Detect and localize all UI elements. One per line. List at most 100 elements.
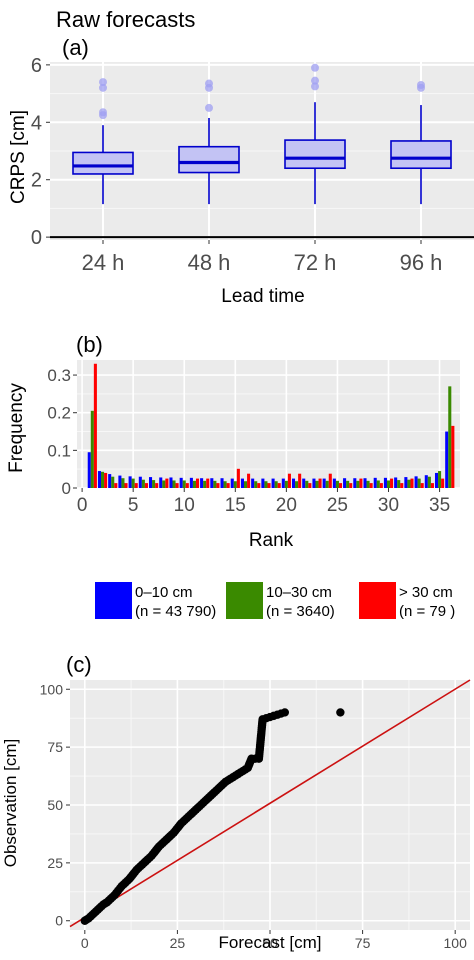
panel-b-bar: [138, 476, 142, 488]
panel-a-outlier: [205, 103, 213, 112]
panel-b-bars: [87, 363, 455, 488]
panel-b-bar: [149, 477, 153, 488]
panel-b-bar: [159, 477, 163, 488]
legend-entry-label: 0–10 cm: [135, 584, 193, 601]
panel-b-bar: [254, 481, 258, 488]
panel-b-bar: [124, 483, 128, 488]
panel-c-xtick-label: 100: [444, 935, 468, 951]
panel-c-y-axis-label: Observation [cm]: [1, 739, 20, 868]
panel-b-bar: [155, 483, 159, 488]
panel-b-bar: [240, 478, 244, 488]
panel-b-bar: [376, 480, 380, 488]
panel-a-box: [284, 139, 346, 170]
panel-b-bar: [172, 480, 176, 488]
panel-a-ytick-label: 0: [31, 227, 42, 249]
panel-b-xtick-label: 20: [276, 495, 297, 516]
panel-c-ytick-label: 100: [40, 681, 64, 697]
panel-b-xtick-label: 5: [128, 495, 139, 516]
panel-b-bar: [175, 483, 179, 488]
panel-b-bar: [134, 483, 138, 488]
panel-b-bar: [182, 480, 186, 488]
panel-c-scatter: 0 25 50 75 100 0 25 50 75 100: [40, 679, 471, 951]
panel-b-bar: [332, 478, 336, 488]
panel-b-x-ticks: 0 5 10 15 20 25 30 35: [77, 488, 450, 516]
panel-a-ytick-label: 4: [31, 112, 42, 134]
panel-b-bar: [373, 477, 377, 488]
panel-b-bar: [359, 478, 363, 488]
panel-b-bar: [451, 425, 455, 488]
panel-b-bar: [312, 478, 316, 488]
panel-b-background: [77, 360, 460, 488]
panel-b-bar: [295, 481, 299, 488]
panel-b-bar: [216, 483, 220, 488]
panel-a-outlier: [99, 108, 107, 117]
panel-b-bar: [192, 480, 196, 488]
panel-b-bar: [277, 483, 281, 488]
panel-b-bar: [108, 474, 112, 488]
panel-b-bar: [141, 479, 145, 488]
panel-b-bar: [356, 480, 360, 488]
legend-entry-label: (n = 3640): [266, 603, 335, 620]
panel-b-legend: 0–10 cm (n = 43 790) 10–30 cm (n = 3640) > 3…: [95, 582, 455, 620]
panel-b-bar: [386, 480, 391, 488]
panel-b-bar: [206, 478, 210, 488]
panel-b-bar: [394, 477, 398, 488]
panel-b-bar: [305, 480, 309, 488]
panel-a-outlier: [99, 83, 107, 92]
panel-b-x-axis-label: Rank: [249, 530, 294, 551]
panel-b-bar: [243, 481, 248, 488]
panel-a-box: [178, 145, 240, 174]
panel-a-xtick-label: 72 h: [294, 250, 337, 275]
panel-b-bar: [427, 476, 431, 488]
panel-b-bar: [162, 480, 166, 488]
panel-c-ytick-label: 25: [47, 855, 63, 871]
panel-b-bar: [267, 483, 271, 488]
panel-a-boxplot: 0 2 4 6 24 h 48 h 72 h 96 h: [31, 55, 474, 275]
panel-b-bar: [448, 386, 452, 488]
panel-b-ytick-label: 0: [62, 479, 71, 498]
panel-a-outlier: [311, 76, 319, 85]
legend-swatch: [95, 582, 132, 619]
panel-b-bar: [233, 481, 237, 488]
panel-b-bar: [407, 479, 411, 488]
panel-b-bar: [343, 478, 347, 488]
panel-b-bar: [128, 476, 132, 488]
panel-a-outlier: [205, 79, 213, 88]
panel-b-xtick-label: 30: [378, 495, 399, 516]
legend-entry-label: (n = 79 ): [399, 603, 455, 620]
panel-b-bar: [430, 483, 434, 488]
panel-a-label: (a): [62, 35, 89, 60]
panel-b-bar: [328, 473, 332, 488]
panel-b-bar: [325, 480, 329, 488]
panel-a-box: [390, 140, 452, 170]
panel-a-x-axis-label: Lead time: [221, 286, 304, 307]
panel-b-rank-histogram: 0 0.1 0.2 0.3 0 5 10 15 20 25 30 35: [47, 360, 460, 516]
panel-a-outlier: [311, 63, 319, 72]
legend-entry-label: > 30 cm: [399, 584, 453, 601]
panel-b-bar: [101, 471, 105, 488]
panel-b-bar: [189, 477, 193, 488]
panel-b-xtick-label: 10: [174, 495, 195, 516]
panel-b-bar: [93, 363, 97, 488]
legend-entry-label: 10–30 cm: [266, 584, 332, 601]
panel-b-bar: [114, 483, 118, 488]
panel-c-x-axis-label: Forecast [cm]: [219, 933, 322, 952]
panel-b-bar: [363, 478, 367, 488]
panel-b-bar: [366, 480, 370, 488]
panel-a-x-ticks: 24 h 48 h 72 h 96 h: [82, 240, 442, 275]
panel-b-bar: [223, 481, 227, 488]
panel-b-y-axis-label: Frequency: [6, 383, 27, 473]
panel-b-bar: [315, 480, 319, 488]
panel-b-bar: [131, 478, 135, 488]
panel-b-bar: [274, 481, 278, 488]
panel-c-xtick-label: 0: [81, 935, 89, 951]
panel-c-y-ticks: 0 25 50 75 100: [40, 681, 70, 929]
panel-c-points: [80, 708, 345, 925]
panel-c-xtick-label: 75: [355, 935, 371, 951]
panel-b-bar: [404, 477, 408, 488]
panel-b-bar: [264, 481, 268, 488]
panel-c-ytick-label: 0: [55, 913, 63, 929]
legend-swatch: [359, 582, 396, 619]
legend-entry-label: (n = 43 790): [135, 603, 216, 620]
